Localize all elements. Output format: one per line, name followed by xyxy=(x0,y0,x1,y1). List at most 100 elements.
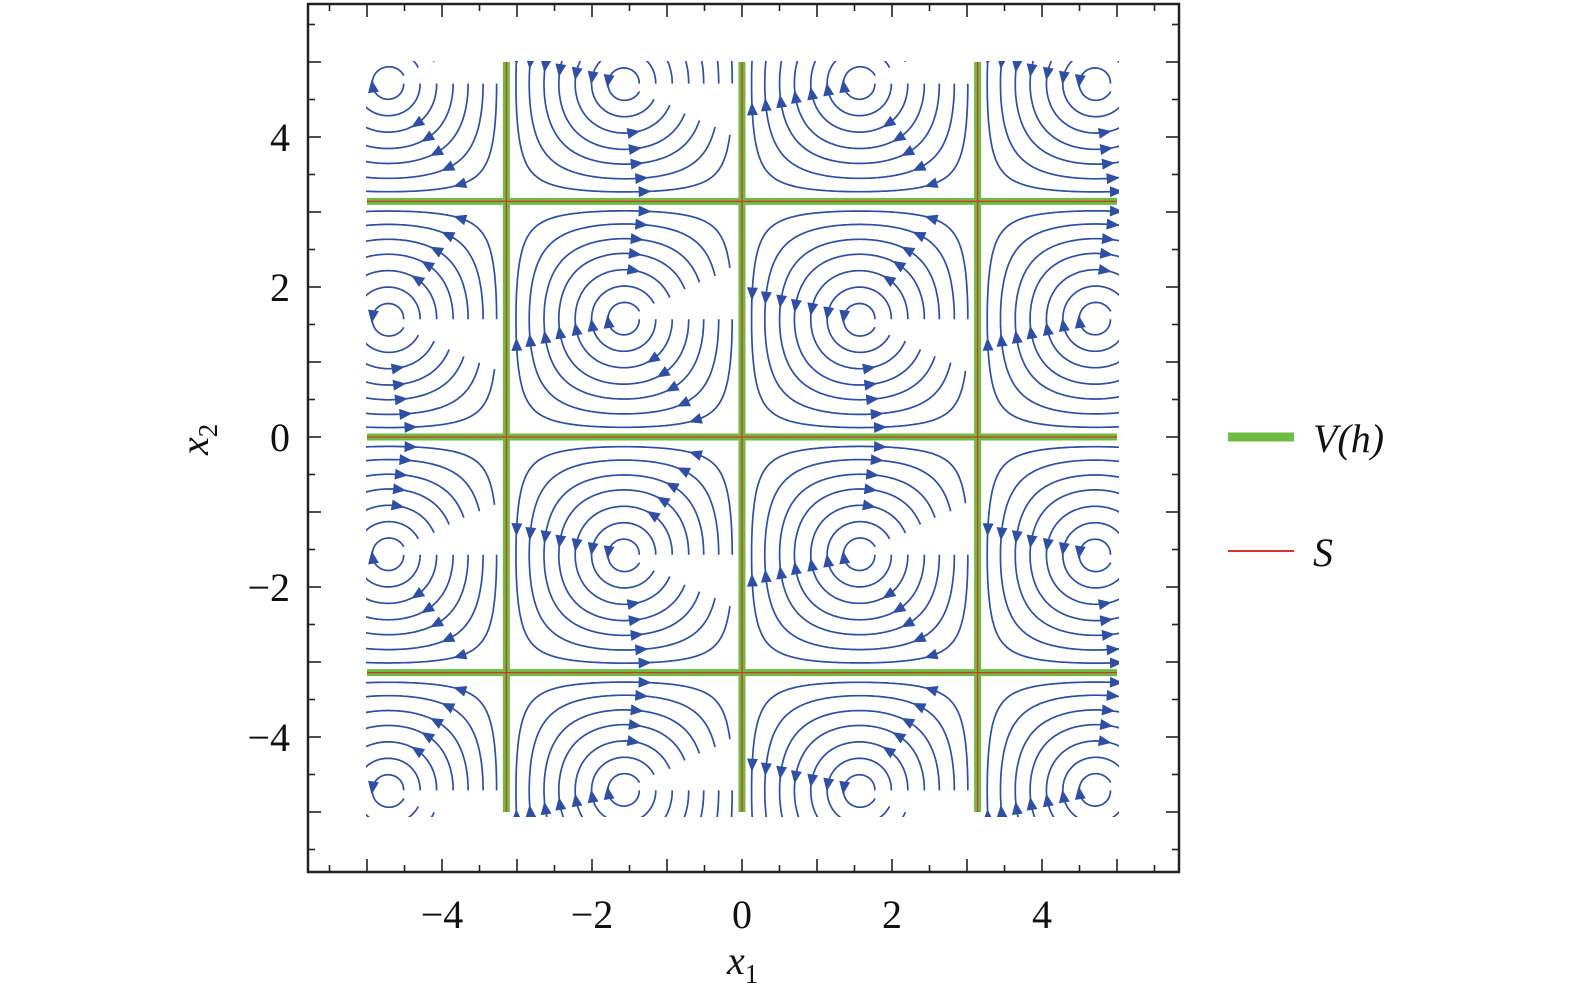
y-tick-label: 0 xyxy=(270,415,290,460)
flow-arrow xyxy=(421,601,436,614)
flow-arrow xyxy=(688,450,703,461)
flow-arrow xyxy=(1074,74,1086,88)
flow-arrow xyxy=(290,569,301,582)
flow-arrow xyxy=(411,115,426,128)
flow-arrow xyxy=(862,363,876,375)
flow-arrow xyxy=(290,763,301,776)
flow-arrow xyxy=(984,808,992,817)
flow-arrow xyxy=(638,657,652,669)
flow-arrow xyxy=(411,746,426,759)
flow-arrow xyxy=(870,880,883,891)
y-tick-label: −4 xyxy=(247,715,290,760)
flow-arrow xyxy=(630,704,644,716)
flow-arrow xyxy=(1106,644,1119,656)
flow-arrow xyxy=(392,483,407,495)
flow-arrow xyxy=(603,315,615,329)
flow-arrow xyxy=(1101,629,1116,641)
flow-arrow xyxy=(525,333,537,347)
flow-arrow xyxy=(790,298,802,313)
flow-arrow xyxy=(630,158,644,170)
flow-arrow xyxy=(873,421,888,433)
legend: V(h) S xyxy=(1228,416,1384,575)
flow-arrow xyxy=(790,561,802,576)
flow-arrow xyxy=(1109,657,1119,669)
flow-arrow xyxy=(676,396,691,407)
flow-arrow xyxy=(390,363,405,375)
flow-arrow xyxy=(807,302,819,317)
flow-arrow xyxy=(555,63,567,78)
flow-arrow xyxy=(912,702,927,714)
flow-arrow xyxy=(587,70,599,85)
flow-arrow xyxy=(865,468,880,480)
flow-arrow xyxy=(985,61,990,66)
flow-arrow xyxy=(1118,361,1119,364)
y-tick-label: 2 xyxy=(270,265,290,310)
flow-arrow xyxy=(996,527,1008,541)
flow-arrow xyxy=(688,413,703,424)
separatrix-lines xyxy=(367,62,1117,812)
flow-arrow xyxy=(892,732,907,744)
flow-arrow xyxy=(1026,534,1038,549)
flow-arrow xyxy=(368,780,379,795)
flow-arrow xyxy=(839,780,851,795)
flow-arrow xyxy=(603,545,615,559)
flow-arrow xyxy=(646,351,661,364)
flow-arrow xyxy=(290,291,301,304)
flow-arrow xyxy=(998,61,1006,70)
flow-arrow xyxy=(453,177,468,189)
y-tick-label: 4 xyxy=(270,115,290,160)
flow-arrow xyxy=(882,586,897,599)
flow-arrow xyxy=(603,74,615,88)
flow-arrow xyxy=(626,599,641,611)
flow-arrow xyxy=(689,884,703,894)
flow-arrow xyxy=(863,483,878,495)
flow-arrow xyxy=(421,130,436,142)
flow-arrow xyxy=(912,631,927,643)
flow-arrow xyxy=(390,499,405,511)
flow-arrow xyxy=(656,366,671,378)
flow-arrow xyxy=(823,306,835,321)
flow-arrow xyxy=(441,231,456,243)
flow-arrow xyxy=(638,205,652,217)
flow-arrow xyxy=(1042,538,1054,552)
x-tick-label: 2 xyxy=(882,892,902,937)
flow-arrow xyxy=(368,79,379,94)
flow-arrow xyxy=(1026,325,1038,340)
flow-arrow xyxy=(924,177,939,189)
flow-arrow xyxy=(892,260,907,273)
flow-arrow xyxy=(430,145,445,157)
flow-arrow xyxy=(776,294,788,309)
flow-arrow xyxy=(638,676,652,688)
flow-arrow xyxy=(882,115,897,128)
flow-arrow xyxy=(411,586,426,599)
flow-arrow xyxy=(1097,127,1112,139)
flow-arrow xyxy=(873,441,888,453)
flow-arrow xyxy=(1026,63,1038,78)
flow-arrow xyxy=(882,275,897,288)
streamline xyxy=(366,757,421,817)
flow-arrow xyxy=(760,762,772,777)
flow-arrow xyxy=(776,94,788,109)
flow-arrow xyxy=(1058,542,1070,556)
flow-arrow xyxy=(404,893,417,904)
flow-arrow xyxy=(276,100,287,113)
flow-arrow xyxy=(665,380,680,392)
flow-arrow xyxy=(823,777,835,792)
flow-arrow xyxy=(790,770,802,784)
flow-arrow xyxy=(404,421,418,433)
flow-arrow xyxy=(760,569,772,583)
flow-arrow xyxy=(626,263,641,275)
flow-arrow xyxy=(823,553,835,568)
streamlines xyxy=(276,61,1119,904)
flow-arrow xyxy=(399,408,413,420)
flow-arrow xyxy=(912,160,927,172)
flow-arrow xyxy=(430,717,445,729)
flow-arrow xyxy=(399,454,413,466)
flow-arrow xyxy=(807,86,819,101)
flow-arrow xyxy=(1011,330,1023,344)
flow-arrow xyxy=(430,616,445,628)
flow-arrow xyxy=(1097,263,1112,275)
flow-arrow xyxy=(996,333,1008,347)
flow-arrow xyxy=(571,793,583,808)
